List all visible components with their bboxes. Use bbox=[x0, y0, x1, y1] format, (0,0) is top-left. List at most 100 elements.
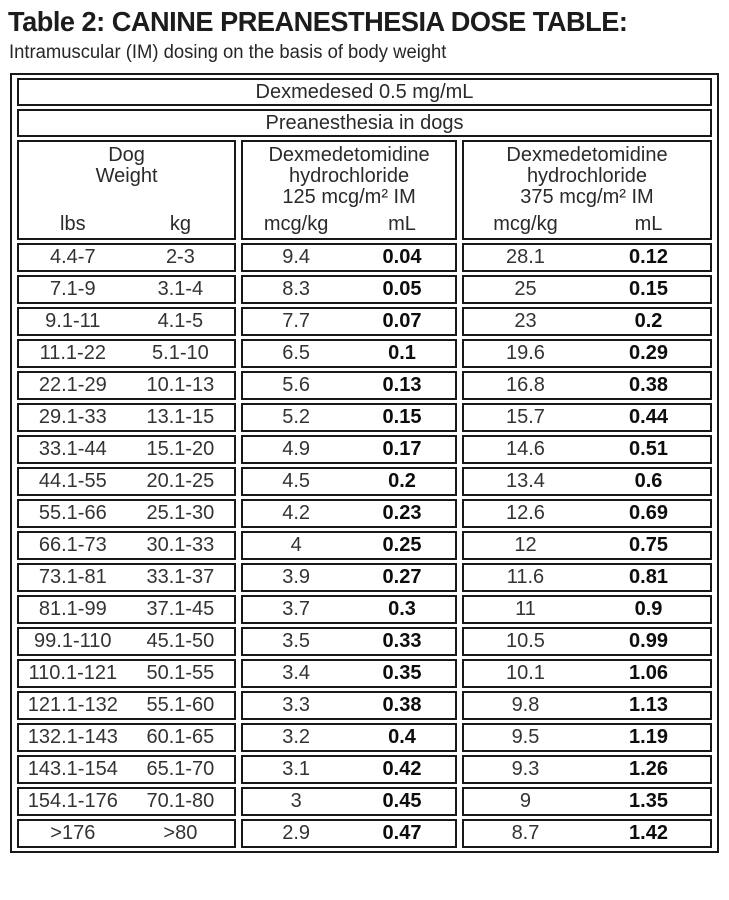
value-ml-375: 1.35 bbox=[629, 790, 668, 812]
cell-value-pair: 4.9 0.17 bbox=[243, 437, 455, 462]
cell-value-pair: 12 0.75 bbox=[464, 533, 710, 558]
banner-row-use: Preanesthesia in dogs bbox=[17, 109, 712, 137]
banner-drug-name: Dexmedesed 0.5 mg/mL bbox=[17, 78, 712, 106]
table-cell-group-2: 11 0.9 bbox=[461, 595, 712, 624]
cell-value-pair: 4 0.25 bbox=[243, 533, 455, 558]
value-lbs: >176 bbox=[50, 822, 96, 844]
value-lbs: 121.1-132 bbox=[27, 694, 118, 716]
table-cell-group-1: 8.3 0.05 bbox=[241, 275, 457, 304]
cell-value-pair: 132.1-143 60.1-65 bbox=[19, 725, 234, 750]
value-ml-125: 0.3 bbox=[388, 598, 416, 620]
value-kg: 5.1-10 bbox=[152, 342, 209, 364]
value-kg: 25.1-30 bbox=[146, 502, 215, 524]
header-cell-dose-125: Dexmedetomidine hydrochloride 125 mcg/m²… bbox=[243, 142, 455, 238]
value-ml-375: 1.26 bbox=[629, 758, 668, 780]
cell-value-pair: 22.1-29 10.1-13 bbox=[19, 373, 234, 398]
value-mcg-kg-125: 9.4 bbox=[282, 246, 311, 268]
table-cell-group-0: 9.1-11 4.1-5 bbox=[17, 307, 237, 336]
value-mcg-kg-375: 9.5 bbox=[511, 726, 540, 748]
cell-value-pair: 7.7 0.07 bbox=[243, 309, 455, 334]
table-cell-group-2: 16.8 0.38 bbox=[461, 371, 712, 400]
value-lbs: 9.1-11 bbox=[45, 310, 101, 332]
cell-value-pair: 29.1-33 13.1-15 bbox=[19, 405, 234, 430]
cell-value-pair: 9.4 0.04 bbox=[243, 245, 455, 270]
cell-value-pair: 154.1-176 70.1-80 bbox=[19, 789, 234, 814]
table-row: 7.1-9 3.1-4 8.3 0.05 25 0.15 bbox=[17, 275, 712, 304]
cell-value-pair: 110.1-121 50.1-55 bbox=[19, 661, 234, 686]
value-mcg-kg-125: 3.3 bbox=[282, 694, 311, 716]
cell-value-pair: 25 0.15 bbox=[464, 277, 710, 302]
table-cell-group-1: 5.2 0.15 bbox=[241, 403, 457, 432]
value-ml-375: 0.81 bbox=[629, 566, 668, 588]
cell-value-pair: 9.3 1.26 bbox=[464, 757, 710, 782]
value-kg: 45.1-50 bbox=[146, 630, 215, 652]
col-label-ml-125: mL bbox=[388, 213, 416, 235]
header-cell-dose-375: Dexmedetomidine hydrochloride 375 mcg/m²… bbox=[464, 142, 710, 238]
cell-value-pair: 99.1-110 45.1-50 bbox=[19, 629, 234, 654]
table-cell-group-2: 9.5 1.19 bbox=[461, 723, 712, 752]
value-ml-125: 0.25 bbox=[382, 534, 422, 556]
value-ml-125: 0.13 bbox=[382, 374, 422, 396]
cell-value-pair: 28.1 0.12 bbox=[464, 245, 710, 270]
cell-value-pair: 4.4-7 2-3 bbox=[19, 245, 234, 270]
value-mcg-kg-125: 4 bbox=[290, 534, 302, 556]
value-lbs: 44.1-55 bbox=[38, 470, 107, 492]
cell-value-pair: 16.8 0.38 bbox=[464, 373, 710, 398]
table-row: >176 >80 2.9 0.47 8.7 1.42 bbox=[17, 819, 712, 848]
table-cell-group-2: 15.7 0.44 bbox=[461, 403, 712, 432]
cell-value-pair: 11.1-22 5.1-10 bbox=[19, 341, 234, 366]
cell-value-pair: 3.9 0.27 bbox=[243, 565, 455, 590]
value-lbs: 11.1-22 bbox=[39, 342, 106, 364]
group-title-dog-weight: Dog Weight bbox=[95, 144, 158, 187]
cell-value-pair: 12.6 0.69 bbox=[464, 501, 710, 526]
cell-value-pair: 5.2 0.15 bbox=[243, 405, 455, 430]
value-lbs: 143.1-154 bbox=[27, 758, 118, 780]
cell-value-pair: 14.6 0.51 bbox=[464, 437, 710, 462]
table-cell-group-1: 3.7 0.3 bbox=[241, 595, 457, 624]
value-ml-375: 1.06 bbox=[629, 662, 668, 684]
dose-table: Dexmedesed 0.5 mg/mL Preanesthesia in do… bbox=[12, 75, 717, 851]
cell-value-pair: 33.1-44 15.1-20 bbox=[19, 437, 234, 462]
value-lbs: 4.4-7 bbox=[50, 246, 96, 268]
table-cell-group-1: 6.5 0.1 bbox=[241, 339, 457, 368]
table-cell-group-2: 14.6 0.51 bbox=[461, 435, 712, 464]
table-cell-group-1: 7.7 0.07 bbox=[241, 307, 457, 336]
value-kg: 2-3 bbox=[165, 246, 195, 268]
cell-value-pair: 9.1-11 4.1-5 bbox=[19, 309, 234, 334]
value-ml-125: 0.35 bbox=[382, 662, 422, 684]
cell-value-pair: 4.5 0.2 bbox=[243, 469, 455, 494]
value-ml-125: 0.27 bbox=[382, 566, 422, 588]
table-row: 81.1-99 37.1-45 3.7 0.3 11 0.9 bbox=[17, 595, 712, 624]
table-cell-group-0: 132.1-143 60.1-65 bbox=[17, 723, 237, 752]
table-cell-group-1: 4.5 0.2 bbox=[241, 467, 457, 496]
value-lbs: 33.1-44 bbox=[38, 438, 107, 460]
cell-value-pair: 13.4 0.6 bbox=[464, 469, 710, 494]
value-ml-375: 0.75 bbox=[629, 534, 668, 556]
value-mcg-kg-375: 10.1 bbox=[506, 662, 545, 684]
table-cell-group-0: 121.1-132 55.1-60 bbox=[17, 691, 237, 720]
value-kg: 37.1-45 bbox=[146, 598, 215, 620]
cell-value-pair: 8.3 0.05 bbox=[243, 277, 455, 302]
cell-value-pair: 3.2 0.4 bbox=[243, 725, 455, 750]
value-mcg-kg-375: 15.7 bbox=[506, 406, 545, 428]
table-row: 44.1-55 20.1-25 4.5 0.2 13.4 0.6 bbox=[17, 467, 712, 496]
table-cell-group-1: 3.3 0.38 bbox=[241, 691, 457, 720]
table-cell-group-1: 4.9 0.17 bbox=[241, 435, 457, 464]
value-ml-125: 0.23 bbox=[382, 502, 422, 524]
value-mcg-kg-375: 10.5 bbox=[506, 630, 545, 652]
value-kg: 60.1-65 bbox=[146, 726, 215, 748]
value-mcg-kg-375: 23 bbox=[514, 310, 537, 332]
value-ml-375: 0.44 bbox=[629, 406, 668, 428]
value-ml-375: 1.42 bbox=[629, 822, 668, 844]
value-kg: 33.1-37 bbox=[146, 566, 215, 588]
table-cell-group-0: 11.1-22 5.1-10 bbox=[17, 339, 237, 368]
value-ml-375: 0.38 bbox=[629, 374, 668, 396]
value-mcg-kg-125: 2.9 bbox=[282, 822, 311, 844]
value-mcg-kg-375: 8.7 bbox=[511, 822, 540, 844]
cell-value-pair: >176 >80 bbox=[19, 821, 234, 846]
value-ml-125: 0.1 bbox=[388, 342, 416, 364]
value-mcg-kg-125: 3.9 bbox=[282, 566, 311, 588]
value-ml-375: 0.51 bbox=[629, 438, 668, 460]
table-row: 99.1-110 45.1-50 3.5 0.33 10.5 0.99 bbox=[17, 627, 712, 656]
value-mcg-kg-375: 16.8 bbox=[506, 374, 545, 396]
